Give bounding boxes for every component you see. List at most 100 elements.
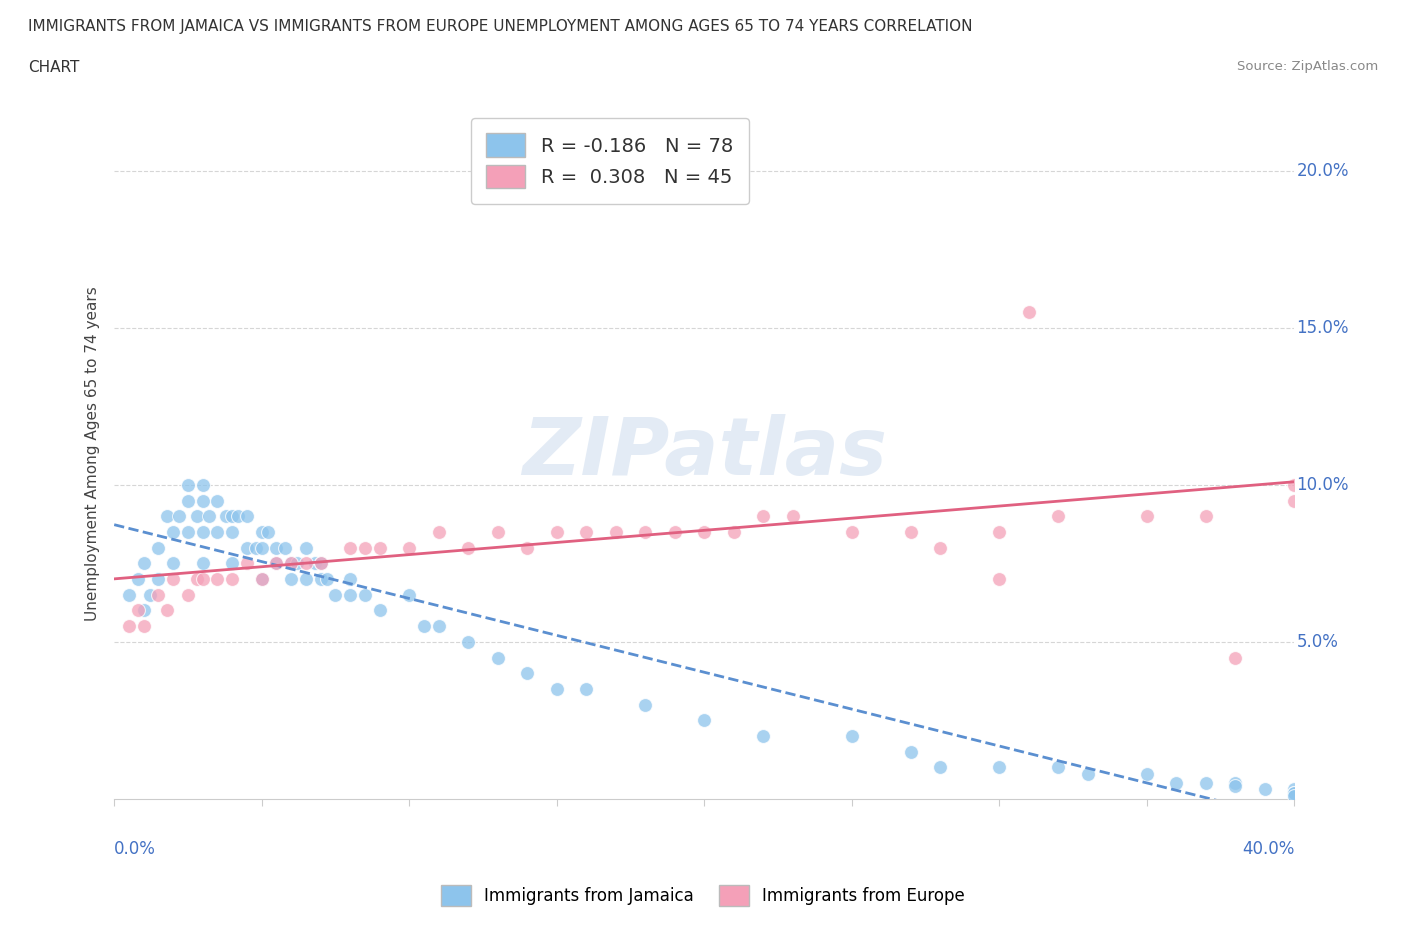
- Point: [1282, 789, 1305, 804]
- Point: [191, 493, 214, 508]
- Point: [221, 525, 243, 539]
- Point: [841, 728, 863, 743]
- Point: [605, 525, 627, 539]
- Point: [575, 682, 598, 697]
- Point: [148, 572, 170, 587]
- Point: [309, 556, 332, 571]
- Point: [295, 572, 318, 587]
- Point: [900, 525, 922, 539]
- Point: [634, 698, 657, 712]
- Point: [1223, 776, 1246, 790]
- Point: [339, 540, 361, 555]
- Point: [138, 588, 160, 603]
- Point: [245, 540, 267, 555]
- Point: [634, 525, 657, 539]
- Point: [841, 525, 863, 539]
- Text: CHART: CHART: [28, 60, 80, 75]
- Text: 10.0%: 10.0%: [1296, 476, 1348, 494]
- Point: [221, 572, 243, 587]
- Point: [723, 525, 745, 539]
- Point: [304, 556, 326, 571]
- Point: [457, 540, 479, 555]
- Point: [118, 618, 141, 633]
- Legend: R = -0.186   N = 78, R =  0.308   N = 45: R = -0.186 N = 78, R = 0.308 N = 45: [471, 118, 748, 204]
- Point: [162, 525, 184, 539]
- Point: [127, 572, 149, 587]
- Text: ZIPatlas: ZIPatlas: [522, 415, 887, 493]
- Point: [167, 509, 190, 524]
- Point: [339, 572, 361, 587]
- Point: [256, 525, 278, 539]
- Point: [162, 572, 184, 587]
- Text: IMMIGRANTS FROM JAMAICA VS IMMIGRANTS FROM EUROPE UNEMPLOYMENT AMONG AGES 65 TO : IMMIGRANTS FROM JAMAICA VS IMMIGRANTS FR…: [28, 19, 973, 33]
- Point: [177, 477, 200, 492]
- Point: [693, 713, 716, 728]
- Point: [1136, 766, 1159, 781]
- Point: [221, 556, 243, 571]
- Point: [186, 572, 208, 587]
- Point: [546, 525, 568, 539]
- Point: [236, 556, 259, 571]
- Point: [1282, 782, 1305, 797]
- Point: [236, 509, 259, 524]
- Text: 15.0%: 15.0%: [1296, 319, 1348, 337]
- Point: [1194, 776, 1216, 790]
- Point: [162, 556, 184, 571]
- Point: [156, 603, 179, 618]
- Point: [177, 493, 200, 508]
- Point: [1223, 779, 1246, 794]
- Point: [191, 572, 214, 587]
- Point: [368, 603, 391, 618]
- Point: [148, 540, 170, 555]
- Point: [132, 556, 155, 571]
- Point: [280, 556, 302, 571]
- Point: [285, 556, 308, 571]
- Point: [215, 509, 238, 524]
- Point: [197, 509, 219, 524]
- Point: [207, 572, 229, 587]
- Point: [186, 509, 208, 524]
- Point: [398, 540, 420, 555]
- Point: [988, 525, 1011, 539]
- Point: [1077, 766, 1099, 781]
- Point: [1223, 650, 1246, 665]
- Point: [1282, 785, 1305, 800]
- Point: [280, 556, 302, 571]
- Point: [1166, 776, 1188, 790]
- Point: [1194, 509, 1216, 524]
- Point: [752, 728, 775, 743]
- Point: [250, 540, 273, 555]
- Point: [413, 618, 436, 633]
- Point: [1282, 493, 1305, 508]
- Point: [988, 760, 1011, 775]
- Point: [295, 540, 318, 555]
- Point: [575, 525, 598, 539]
- Point: [427, 525, 450, 539]
- Point: [486, 650, 509, 665]
- Point: [127, 603, 149, 618]
- Point: [191, 477, 214, 492]
- Point: [315, 572, 337, 587]
- Point: [752, 509, 775, 524]
- Point: [427, 618, 450, 633]
- Point: [207, 493, 229, 508]
- Point: [693, 525, 716, 539]
- Point: [274, 540, 297, 555]
- Point: [156, 509, 179, 524]
- Point: [782, 509, 804, 524]
- Point: [339, 588, 361, 603]
- Point: [266, 556, 288, 571]
- Text: 5.0%: 5.0%: [1296, 633, 1339, 651]
- Point: [132, 618, 155, 633]
- Point: [191, 556, 214, 571]
- Point: [309, 556, 332, 571]
- Point: [900, 744, 922, 759]
- Point: [177, 588, 200, 603]
- Legend: Immigrants from Jamaica, Immigrants from Europe: Immigrants from Jamaica, Immigrants from…: [434, 879, 972, 912]
- Text: 0.0%: 0.0%: [114, 840, 156, 857]
- Point: [693, 148, 716, 163]
- Point: [226, 509, 249, 524]
- Point: [148, 588, 170, 603]
- Point: [118, 588, 141, 603]
- Point: [1253, 782, 1275, 797]
